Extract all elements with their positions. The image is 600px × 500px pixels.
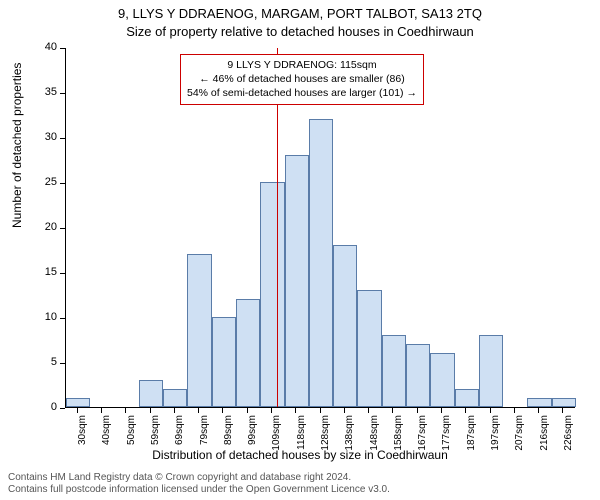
x-tick	[150, 408, 151, 413]
histogram-bar	[406, 344, 430, 407]
y-tick-label: 20	[32, 221, 57, 233]
y-tick	[60, 138, 65, 139]
y-tick	[60, 363, 65, 364]
x-tick	[198, 408, 199, 413]
x-tick-label: 109sqm	[271, 415, 282, 465]
callout-line3: 54% of semi-detached houses are larger (…	[187, 86, 417, 100]
y-tick	[60, 408, 65, 409]
histogram-bar	[333, 245, 357, 407]
x-tick-label: 216sqm	[539, 415, 550, 465]
y-tick-label: 0	[32, 401, 57, 413]
x-tick-label: 69sqm	[174, 415, 185, 465]
x-tick	[562, 408, 563, 413]
x-tick-label: 138sqm	[344, 415, 355, 465]
y-tick-label: 25	[32, 176, 57, 188]
x-tick-label: 226sqm	[563, 415, 574, 465]
histogram-bar	[66, 398, 90, 407]
x-tick	[417, 408, 418, 413]
y-tick-label: 10	[32, 311, 57, 323]
x-tick	[271, 408, 272, 413]
y-tick	[60, 93, 65, 94]
histogram-bar	[382, 335, 406, 407]
footer-text: Contains HM Land Registry data © Crown c…	[8, 472, 390, 496]
x-tick	[392, 408, 393, 413]
histogram-bar	[527, 398, 551, 407]
title-line1: 9, LLYS Y DDRAENOG, MARGAM, PORT TALBOT,…	[0, 6, 600, 21]
x-tick-label: 59sqm	[150, 415, 161, 465]
x-tick-label: 89sqm	[223, 415, 234, 465]
x-tick-label: 99sqm	[247, 415, 258, 465]
x-tick	[295, 408, 296, 413]
x-tick	[490, 408, 491, 413]
x-tick-label: 187sqm	[466, 415, 477, 465]
y-tick-label: 5	[32, 356, 57, 368]
x-tick	[101, 408, 102, 413]
x-tick	[77, 408, 78, 413]
histogram-bar	[479, 335, 503, 407]
x-tick	[368, 408, 369, 413]
histogram-bar	[552, 398, 576, 407]
x-tick-label: 128sqm	[320, 415, 331, 465]
callout-box: 9 LLYS Y DDRAENOG: 115sqm← 46% of detach…	[180, 54, 424, 105]
x-tick	[247, 408, 248, 413]
y-tick	[60, 273, 65, 274]
chart-container: 9, LLYS Y DDRAENOG, MARGAM, PORT TALBOT,…	[0, 0, 600, 500]
footer-line2: Contains full postcode information licen…	[8, 484, 390, 496]
histogram-bar	[187, 254, 211, 407]
histogram-bar	[139, 380, 163, 407]
y-tick	[60, 183, 65, 184]
y-tick	[60, 228, 65, 229]
x-tick-label: 148sqm	[369, 415, 380, 465]
histogram-bar	[309, 119, 333, 407]
x-tick-label: 30sqm	[77, 415, 88, 465]
histogram-bar	[285, 155, 309, 407]
x-tick	[125, 408, 126, 413]
x-tick-label: 50sqm	[126, 415, 137, 465]
x-tick	[538, 408, 539, 413]
title-line2: Size of property relative to detached ho…	[0, 24, 600, 39]
histogram-bar	[430, 353, 454, 407]
x-tick-label: 40sqm	[101, 415, 112, 465]
callout-line1: 9 LLYS Y DDRAENOG: 115sqm	[187, 58, 417, 72]
x-tick	[441, 408, 442, 413]
y-tick	[60, 318, 65, 319]
y-tick-label: 35	[32, 86, 57, 98]
footer-line1: Contains HM Land Registry data © Crown c…	[8, 472, 390, 484]
x-tick-label: 79sqm	[199, 415, 210, 465]
x-tick	[222, 408, 223, 413]
x-tick	[174, 408, 175, 413]
histogram-bar	[455, 389, 479, 407]
y-axis-label: Number of detached properties	[10, 63, 24, 228]
y-tick-label: 30	[32, 131, 57, 143]
callout-line2: ← 46% of detached houses are smaller (86…	[187, 72, 417, 86]
x-tick-label: 167sqm	[417, 415, 428, 465]
y-tick-label: 40	[32, 41, 57, 53]
x-tick-label: 118sqm	[296, 415, 307, 465]
histogram-bar	[163, 389, 187, 407]
histogram-bar	[236, 299, 260, 407]
x-tick	[344, 408, 345, 413]
histogram-bar	[212, 317, 236, 407]
y-tick	[60, 48, 65, 49]
histogram-bar	[357, 290, 381, 407]
x-tick-label: 197sqm	[490, 415, 501, 465]
x-tick-label: 207sqm	[514, 415, 525, 465]
histogram-bar	[260, 182, 284, 407]
x-tick-label: 158sqm	[393, 415, 404, 465]
x-tick	[465, 408, 466, 413]
x-tick-label: 177sqm	[441, 415, 452, 465]
x-tick	[514, 408, 515, 413]
y-tick-label: 15	[32, 266, 57, 278]
x-tick	[320, 408, 321, 413]
